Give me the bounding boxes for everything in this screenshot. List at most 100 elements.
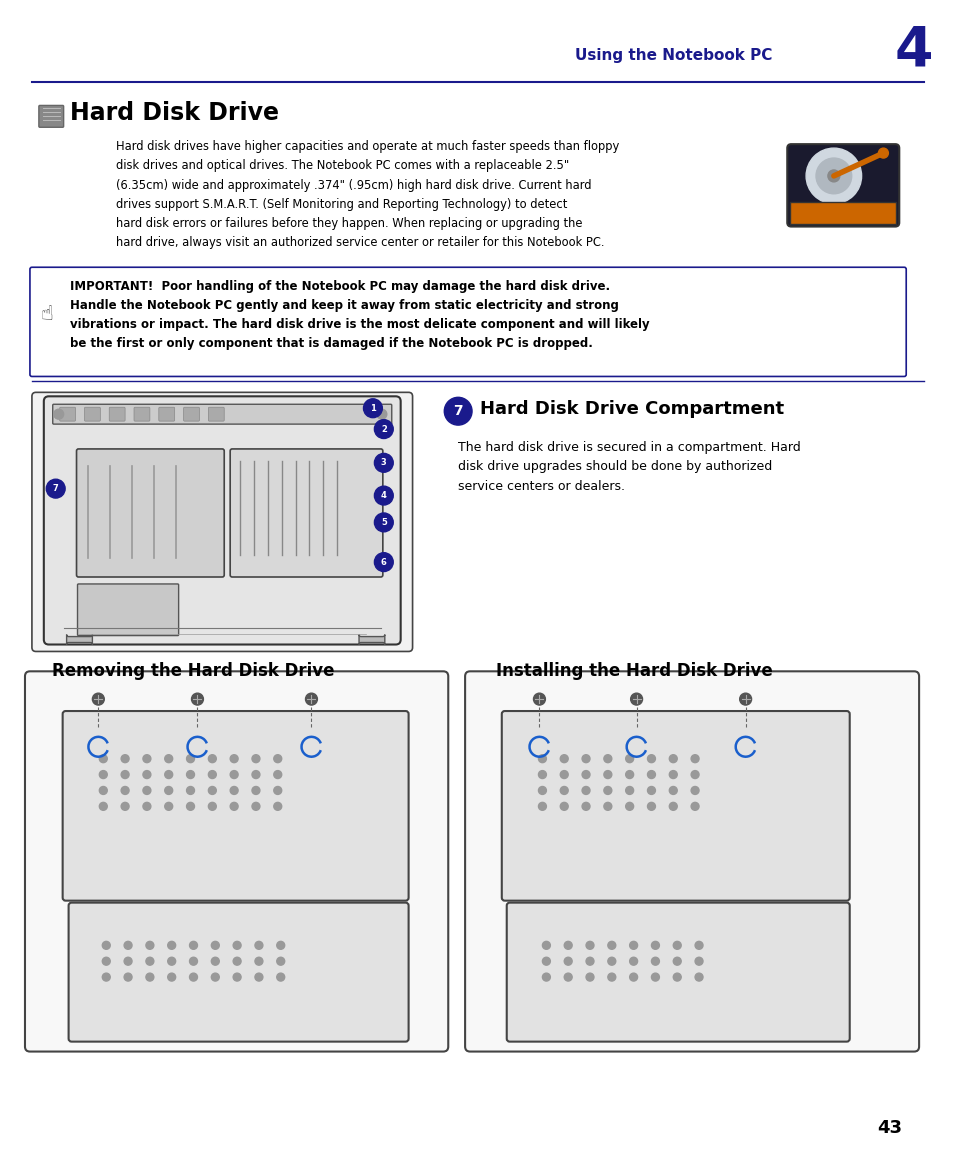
Circle shape <box>252 803 259 811</box>
Circle shape <box>563 957 572 966</box>
FancyBboxPatch shape <box>52 404 392 424</box>
Circle shape <box>537 770 546 778</box>
FancyBboxPatch shape <box>110 408 125 422</box>
Circle shape <box>542 974 550 981</box>
Circle shape <box>254 957 263 966</box>
Circle shape <box>305 693 317 705</box>
Circle shape <box>374 486 393 505</box>
FancyBboxPatch shape <box>789 202 896 224</box>
Circle shape <box>815 158 851 194</box>
Circle shape <box>669 787 677 795</box>
Circle shape <box>102 957 111 966</box>
Circle shape <box>673 974 680 981</box>
Circle shape <box>47 479 65 498</box>
Circle shape <box>212 941 219 949</box>
Circle shape <box>673 941 680 949</box>
FancyBboxPatch shape <box>25 671 448 1051</box>
Circle shape <box>165 754 172 762</box>
Circle shape <box>607 957 615 966</box>
Circle shape <box>559 754 568 762</box>
Circle shape <box>165 803 172 811</box>
Text: 7: 7 <box>453 404 462 418</box>
Circle shape <box>669 803 677 811</box>
Circle shape <box>581 803 589 811</box>
Circle shape <box>805 148 861 203</box>
Circle shape <box>695 957 702 966</box>
Circle shape <box>274 770 281 778</box>
Circle shape <box>208 803 216 811</box>
Circle shape <box>208 787 216 795</box>
Circle shape <box>603 754 611 762</box>
Circle shape <box>168 974 175 981</box>
Circle shape <box>168 941 175 949</box>
Circle shape <box>625 803 633 811</box>
Circle shape <box>212 974 219 981</box>
Circle shape <box>190 941 197 949</box>
Circle shape <box>533 693 545 705</box>
Circle shape <box>647 770 655 778</box>
Circle shape <box>669 770 677 778</box>
Circle shape <box>690 754 699 762</box>
FancyBboxPatch shape <box>208 408 224 422</box>
Circle shape <box>695 941 702 949</box>
Circle shape <box>190 957 197 966</box>
Circle shape <box>233 941 241 949</box>
FancyBboxPatch shape <box>44 396 400 644</box>
Text: Installing the Hard Disk Drive: Installing the Hard Disk Drive <box>496 662 772 680</box>
FancyBboxPatch shape <box>786 144 899 226</box>
Circle shape <box>99 787 107 795</box>
Circle shape <box>374 513 393 531</box>
Circle shape <box>146 974 153 981</box>
Circle shape <box>695 974 702 981</box>
Circle shape <box>274 754 281 762</box>
Circle shape <box>143 754 151 762</box>
Circle shape <box>651 974 659 981</box>
Circle shape <box>187 803 194 811</box>
Circle shape <box>585 974 594 981</box>
Circle shape <box>581 754 589 762</box>
FancyBboxPatch shape <box>39 105 64 127</box>
Circle shape <box>212 957 219 966</box>
FancyBboxPatch shape <box>230 449 382 578</box>
Circle shape <box>625 770 633 778</box>
Circle shape <box>124 974 132 981</box>
Circle shape <box>647 787 655 795</box>
Circle shape <box>559 787 568 795</box>
Circle shape <box>252 787 259 795</box>
Circle shape <box>669 754 677 762</box>
Circle shape <box>143 787 151 795</box>
Circle shape <box>739 693 751 705</box>
FancyBboxPatch shape <box>60 408 75 422</box>
Circle shape <box>121 787 129 795</box>
Circle shape <box>559 803 568 811</box>
Circle shape <box>603 770 611 778</box>
Circle shape <box>625 754 633 762</box>
Circle shape <box>143 803 151 811</box>
Circle shape <box>208 770 216 778</box>
Circle shape <box>444 397 472 425</box>
Circle shape <box>230 787 238 795</box>
Circle shape <box>230 803 238 811</box>
Circle shape <box>607 974 615 981</box>
Circle shape <box>165 787 172 795</box>
Circle shape <box>374 419 393 439</box>
FancyBboxPatch shape <box>31 393 412 651</box>
Circle shape <box>585 941 594 949</box>
FancyBboxPatch shape <box>183 408 199 422</box>
Circle shape <box>233 957 241 966</box>
Circle shape <box>190 974 197 981</box>
Circle shape <box>363 398 382 418</box>
Circle shape <box>124 957 132 966</box>
FancyBboxPatch shape <box>358 634 384 644</box>
Text: Hard Disk Drive: Hard Disk Drive <box>70 102 278 126</box>
Circle shape <box>537 787 546 795</box>
Circle shape <box>187 770 194 778</box>
Text: Using the Notebook PC: Using the Notebook PC <box>575 49 772 64</box>
Circle shape <box>230 754 238 762</box>
Circle shape <box>146 941 153 949</box>
FancyBboxPatch shape <box>158 408 174 422</box>
Circle shape <box>673 957 680 966</box>
Circle shape <box>99 803 107 811</box>
Text: 2: 2 <box>380 425 386 433</box>
Circle shape <box>630 693 642 705</box>
